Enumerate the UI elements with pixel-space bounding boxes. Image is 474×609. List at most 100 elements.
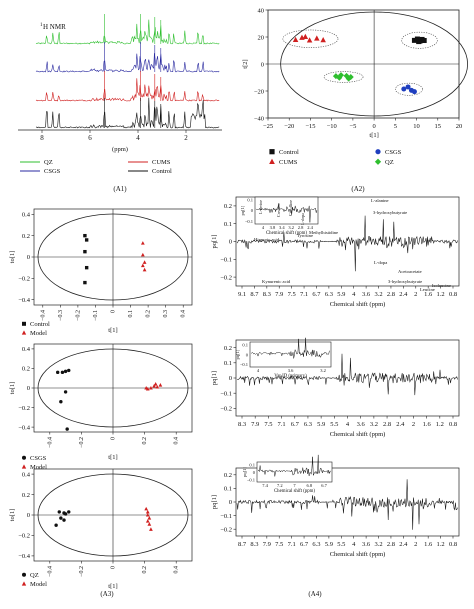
a3-x-tick-label: 0.2	[146, 310, 152, 318]
a4-y-label: pq[1]	[211, 234, 218, 248]
a2-group-ellipse	[395, 82, 423, 96]
a4-x-tick-label: 7.5	[264, 421, 272, 428]
a4-x-tick-label: 7.1	[278, 421, 286, 428]
a4-y-tick-label: 0.2	[224, 345, 232, 352]
a4-peak-annotation: 3-hydroxybutyrate	[388, 279, 422, 284]
a3-point-model	[152, 384, 156, 388]
a4-inset-x-tick-label: 3.6	[288, 368, 294, 373]
a4-x-tick-label: 2	[414, 541, 417, 548]
a4-inset-line	[257, 454, 332, 477]
a4-peak-annotation: 3-hydroxybutyrate	[373, 210, 407, 215]
a3-point-model	[140, 263, 145, 268]
a3-x-label: t[1]	[108, 327, 117, 334]
a4-inset-line	[255, 204, 318, 223]
a3-point-model	[142, 267, 147, 272]
a4-loading-line	[236, 215, 458, 272]
chart-a2: −25 −20 −15 −10 −5 0 5 10 15 20 −40 −20 0 20 40 t[1] t[2…	[242, 7, 469, 166]
a3-point-control	[83, 280, 87, 285]
a4-x-tick-label: 1.2	[436, 421, 444, 428]
a4-y-tick-label: 0.2	[224, 472, 232, 479]
a2-legend-label: CUMS	[279, 159, 298, 166]
a4-y-tick-label: −0.1	[220, 390, 232, 397]
a4-y-tick-label: −0.1	[220, 513, 232, 520]
a3-point-model	[147, 522, 152, 526]
a3-point-model	[155, 384, 160, 389]
a1-spectrum-csgs	[35, 53, 220, 73]
a2-group-ellipse	[401, 31, 438, 49]
a4-y-tick-label: 0	[229, 239, 232, 246]
a4-y-label: pq[1]	[211, 495, 218, 509]
a2-point-cums	[320, 36, 326, 43]
a4-inset-frame	[254, 196, 319, 225]
a3-x-tick-label: −0.2	[79, 437, 85, 448]
a4-inset-annotation: Creatine	[276, 203, 281, 217]
a4-inset-y-label: pq[1]	[240, 205, 245, 215]
a2-x-tick-label: −25	[263, 123, 273, 130]
a2-legend-marker	[375, 149, 381, 155]
a2-x-tick-label: 0	[372, 123, 375, 130]
a4-x-tick-label: 2.8	[387, 291, 395, 298]
a3-legend-marker	[22, 455, 26, 460]
a4-x-tick-label: 1.2	[437, 541, 445, 548]
a3-point-csgs	[56, 370, 60, 375]
chart-a4-top: 0.2 0.1 0 −0.1 −0.2 9.1 8.7 8.3 7.9 7.5 7.1 6.7 6.3 5…	[211, 196, 460, 308]
a3-x-tick-label: 0.2	[142, 566, 148, 574]
a2-legend-label: QZ	[385, 159, 394, 166]
a4-x-tick-label: 4	[352, 541, 356, 548]
a2-point-csgs	[411, 89, 417, 95]
a3-x-tick-label: −0.4	[47, 566, 53, 577]
a2-point-control	[421, 38, 427, 44]
a4-peak-annotation: Hippuric acid	[254, 237, 280, 242]
a3-x-tick-label: −0.2	[79, 566, 85, 577]
a3-legend-label: QZ	[30, 572, 39, 579]
a4-x-tick-label: 7.9	[275, 291, 283, 298]
a3-point-model	[158, 383, 163, 387]
a2-x-label: t[1]	[369, 132, 378, 139]
a4-x-tick-label: 4	[346, 421, 350, 428]
a4-x-tick-label: 2	[412, 421, 415, 428]
a3-y-tick-label: 0.2	[22, 233, 30, 240]
a2-x-tick-label: 15	[435, 123, 442, 130]
a4-peak-annotation: Tyrosine	[297, 233, 313, 238]
a4-y-tick-label: −0.2	[220, 274, 232, 281]
a4-x-tick-label: 2.8	[383, 421, 391, 428]
a4-x-tick-label: 3.6	[362, 541, 371, 548]
a3-y-tick-label: 0.2	[22, 492, 30, 499]
a4-x-tick-label: 1.6	[423, 421, 432, 428]
a3-y-tick-label: 0.4	[22, 471, 31, 478]
a4-y-tick-label: −0.1	[220, 257, 232, 264]
a4-x-tick-label: 6.3	[312, 541, 320, 548]
a4-loading-line	[236, 479, 458, 530]
chart-a3-top: −0.4 −0.3 −0.2 −0.1 0 0.1 0.2 0.3 0.4 −0.4 −0.2 0 0.…	[9, 208, 193, 337]
a1-spectrum-cums	[35, 78, 220, 102]
a3-point-csgs	[63, 390, 68, 394]
a3-x-tick-label: 0	[111, 566, 117, 569]
a4-inset-y-label: pq[1]	[235, 349, 240, 359]
a2-legend-marker	[269, 149, 275, 155]
a4-x-tick-label: 2.4	[396, 421, 405, 428]
a4-inset-x-tick-label: 6.8	[306, 483, 312, 488]
a3-legend-marker	[22, 572, 26, 577]
a4-x-tick-label: 8.3	[263, 291, 271, 298]
a3-y-label: to[1]	[9, 509, 16, 522]
a4-inset-annotation: L-serine	[258, 200, 263, 214]
a4-loading-line	[237, 353, 458, 396]
a4-x-tick-label: 5.9	[337, 291, 345, 298]
a4-inset-annotation: Citrulline	[288, 200, 293, 216]
a4-x-tick-label: 8.7	[238, 541, 247, 548]
a3-point-qz	[63, 512, 68, 516]
a4-x-tick-label: 0.8	[449, 291, 457, 298]
a3-point-model	[145, 519, 150, 523]
a3-x-tick-label: −0.4	[47, 437, 53, 448]
a3-point-qz	[54, 523, 58, 527]
a2-legend-marker	[374, 158, 382, 165]
a4-x-tick-label: 4	[352, 291, 356, 298]
a3-point-qz	[57, 510, 61, 514]
a3-x-tick-label: 0.3	[163, 310, 169, 318]
a2-point-cums	[314, 35, 320, 41]
a3-point-model	[149, 385, 153, 390]
a1-x-tick-label: 2	[184, 134, 188, 142]
a4-inset-x-tick-label: 3.2	[320, 368, 326, 373]
a4-x-tick-label: 0.8	[449, 541, 457, 548]
